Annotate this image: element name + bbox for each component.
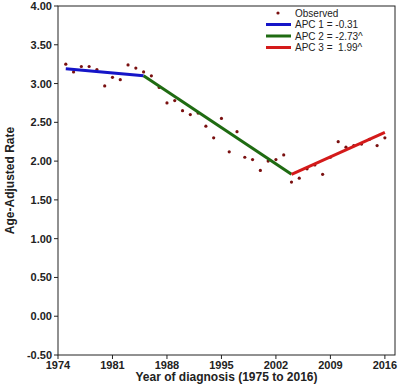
y-tick (54, 355, 58, 356)
observed-point (337, 140, 340, 143)
legend-label: APC 3 = 1.99^ (295, 42, 363, 53)
observed-point (173, 99, 176, 102)
plot-frame (58, 6, 395, 355)
y-tick-label: 0.00 (31, 310, 52, 322)
y-tick (54, 277, 58, 278)
x-tick-label: 2016 (373, 359, 397, 371)
observed-point (290, 180, 293, 183)
plot-data (64, 63, 386, 184)
fit-line (66, 69, 144, 76)
y-tick (54, 161, 58, 162)
y-tick-label: 1.00 (31, 233, 52, 245)
y-tick (54, 44, 58, 45)
observed-point (119, 78, 122, 81)
x-tick-label: 2009 (318, 359, 342, 371)
y-tick-label: 3.00 (31, 78, 52, 90)
observed-point (165, 101, 168, 104)
y-axis-label: Age-Adjusted Rate (3, 127, 17, 235)
y-tick-label: 3.50 (31, 39, 52, 51)
legend-line (266, 46, 291, 49)
observed-point (212, 136, 215, 139)
observed-point (274, 158, 277, 161)
observed-point (235, 130, 238, 133)
observed-point (282, 153, 285, 156)
fit-line (144, 76, 292, 175)
observed-point (88, 65, 91, 68)
legend-label: APC 1 = -0.31 (295, 19, 359, 30)
y-tick-label: 2.00 (31, 155, 52, 167)
y-tick (54, 238, 58, 239)
legend-line (266, 23, 291, 26)
observed-point (375, 144, 378, 147)
chart: -0.500.000.501.001.502.002.503.003.504.0… (0, 0, 400, 384)
observed-point (383, 136, 386, 139)
observed-point (321, 173, 324, 176)
y-tick (54, 199, 58, 200)
observed-point (189, 113, 192, 116)
y-tick (54, 122, 58, 123)
observed-point (204, 125, 207, 128)
observed-point (298, 177, 301, 180)
observed-point (259, 169, 262, 172)
y-tick-label: 2.50 (31, 116, 52, 128)
observed-point (220, 117, 223, 120)
observed-point (80, 65, 83, 68)
y-tick-label: 0.50 (31, 271, 52, 283)
observed-point (150, 74, 153, 77)
legend-label: Observed (295, 8, 338, 19)
y-tick-label: 4.00 (31, 0, 52, 12)
observed-point (228, 150, 231, 153)
observed-point (111, 76, 114, 79)
legend: ObservedAPC 1 = -0.31APC 2 = -2.73^APC 3… (266, 8, 363, 54)
observed-point (142, 70, 145, 73)
observed-point (103, 84, 106, 87)
y-tick (54, 83, 58, 84)
observed-point (126, 63, 129, 66)
x-tick-label: 1981 (100, 359, 124, 371)
observed-point (134, 66, 137, 69)
y-tick (54, 6, 58, 7)
observed-point (243, 156, 246, 159)
x-axis-label: Year of diagnosis (1975 to 2016) (135, 370, 317, 384)
y-tick (54, 316, 58, 317)
fit-line (291, 132, 384, 174)
legend-marker (276, 11, 279, 14)
observed-point (64, 63, 67, 66)
x-tick-label: 1974 (46, 359, 71, 371)
y-tick-label: 1.50 (31, 194, 52, 206)
observed-point (251, 158, 254, 161)
observed-point (181, 109, 184, 112)
legend-line (266, 35, 291, 38)
legend-label: APC 2 = -2.73^ (295, 31, 363, 42)
